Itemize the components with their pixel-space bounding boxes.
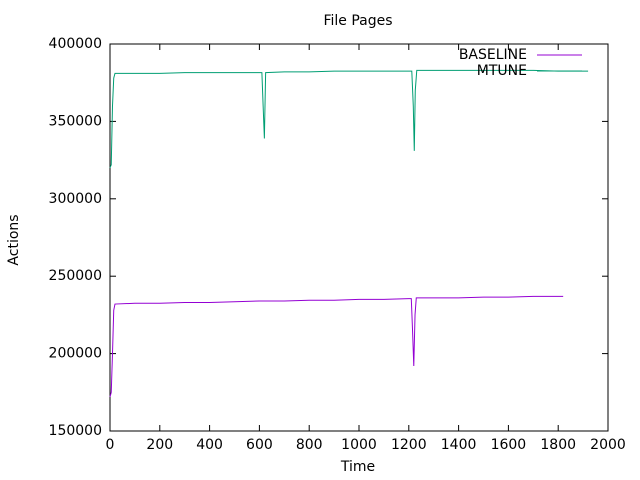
chart-title: File Pages (323, 13, 392, 29)
x-tick-label: 400 (196, 437, 223, 453)
x-axis-label: Time (340, 459, 375, 475)
y-tick-label: 150000 (49, 423, 102, 439)
x-tick-label: 2000 (590, 437, 626, 453)
y-tick-label: 300000 (49, 191, 102, 207)
y-tick-label: 250000 (49, 268, 102, 284)
x-tick-label: 600 (246, 437, 273, 453)
x-tick-label: 1800 (540, 437, 576, 453)
series-line (109, 69, 589, 169)
x-tick-label: 200 (146, 437, 173, 453)
series-line (109, 295, 564, 398)
y-tick-label: 200000 (49, 346, 102, 362)
y-tick-label: 350000 (49, 113, 102, 129)
x-tick-label: 1400 (441, 437, 477, 453)
x-tick-label: 1600 (491, 437, 527, 453)
y-axis-label: Actions (6, 214, 22, 265)
y-tick-label: 400000 (49, 36, 102, 52)
x-tick-label: 800 (296, 437, 323, 453)
legend-label: BASELINE (459, 47, 527, 63)
x-tick-label: 1000 (341, 437, 377, 453)
x-tick-label: 0 (106, 437, 115, 453)
x-tick-label: 1200 (391, 437, 427, 453)
legend-label: MTUNE (477, 63, 527, 79)
